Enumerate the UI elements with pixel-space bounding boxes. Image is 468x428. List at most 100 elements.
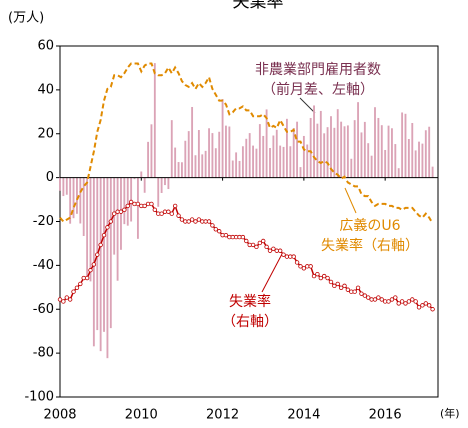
marker: [61, 299, 66, 304]
bar: [353, 120, 356, 178]
arrow: [299, 97, 316, 114]
bar: [130, 177, 133, 222]
arrow: [261, 253, 283, 293]
bar: [72, 177, 75, 219]
marker: [332, 283, 337, 289]
chart-title: 失業率: [233, 0, 284, 12]
y-tick-label: 60: [37, 39, 54, 54]
bar: [225, 125, 227, 178]
marker: [193, 219, 198, 224]
bar: [208, 128, 210, 178]
bar: [164, 177, 166, 186]
bar: [316, 123, 319, 178]
y-tick-label: -40: [33, 258, 54, 273]
annotation: 失業率（右軸）: [321, 237, 419, 254]
bar: [231, 160, 234, 178]
marker: [423, 301, 429, 306]
bar: [235, 152, 238, 178]
arrows: [261, 97, 357, 293]
marker: [399, 299, 405, 304]
bar: [330, 116, 332, 178]
marker: [277, 248, 283, 253]
marker: [135, 201, 141, 207]
bar: [211, 133, 214, 178]
annotation: 失業率: [229, 293, 271, 310]
bar: [333, 127, 336, 178]
bar: [391, 128, 393, 178]
bar: [374, 107, 376, 178]
bar: [109, 177, 112, 329]
bar: [360, 132, 363, 178]
marker: [261, 238, 266, 244]
marker: [410, 297, 415, 302]
marker: [159, 211, 164, 216]
bar: [79, 177, 82, 224]
marker: [78, 281, 83, 287]
bar: [258, 124, 261, 178]
bar: [228, 126, 231, 178]
bar: [194, 155, 197, 178]
bar: [76, 177, 78, 214]
marker: [413, 299, 418, 304]
bar: [262, 135, 265, 178]
marker: [389, 297, 395, 302]
bar: [302, 135, 305, 178]
marker: [396, 301, 401, 306]
marker: [298, 264, 303, 269]
marker: [271, 246, 276, 251]
marker: [217, 229, 222, 234]
bar: [357, 102, 359, 178]
bar: [133, 177, 136, 180]
marker: [166, 209, 171, 214]
bar: [299, 167, 302, 178]
y-axis-label: (万人): [8, 11, 44, 26]
bar: [201, 154, 204, 178]
marker: [342, 283, 347, 289]
marker: [74, 285, 80, 290]
bar: [136, 177, 139, 239]
bar: [150, 124, 153, 178]
bar: [370, 155, 373, 178]
marker: [267, 248, 273, 253]
bar: [86, 177, 89, 277]
bar: [160, 177, 163, 193]
marker: [186, 219, 191, 224]
bar: [123, 177, 126, 225]
bar: [255, 148, 258, 178]
bar: [428, 126, 431, 178]
bar: [69, 177, 72, 224]
bar: [272, 135, 275, 178]
bar: [323, 133, 326, 178]
marker: [430, 307, 435, 312]
bar: [214, 148, 217, 178]
bar: [65, 177, 68, 195]
bar: [99, 177, 102, 352]
marker: [152, 207, 158, 212]
marker: [403, 301, 408, 306]
marker: [301, 266, 307, 271]
y-tick-label: -100: [24, 390, 54, 405]
x-tick-label: 2010: [125, 408, 158, 423]
marker: [335, 281, 340, 287]
marker: [169, 211, 174, 216]
marker: [362, 293, 368, 298]
marker: [376, 295, 381, 300]
marker: [210, 223, 215, 228]
bar: [103, 177, 105, 332]
bar: [218, 131, 221, 178]
marker: [213, 227, 218, 232]
marker: [372, 297, 378, 302]
marker: [244, 238, 249, 244]
annotation: （右軸）: [222, 314, 278, 330]
bar: [424, 130, 427, 178]
bar: [82, 177, 85, 236]
marker: [98, 242, 103, 248]
marker: [338, 285, 344, 290]
marker: [108, 219, 114, 224]
bar: [377, 117, 380, 178]
bar: [279, 145, 282, 178]
bar: [309, 117, 312, 178]
marker: [308, 264, 313, 269]
marker: [416, 305, 422, 310]
marker: [105, 225, 110, 230]
